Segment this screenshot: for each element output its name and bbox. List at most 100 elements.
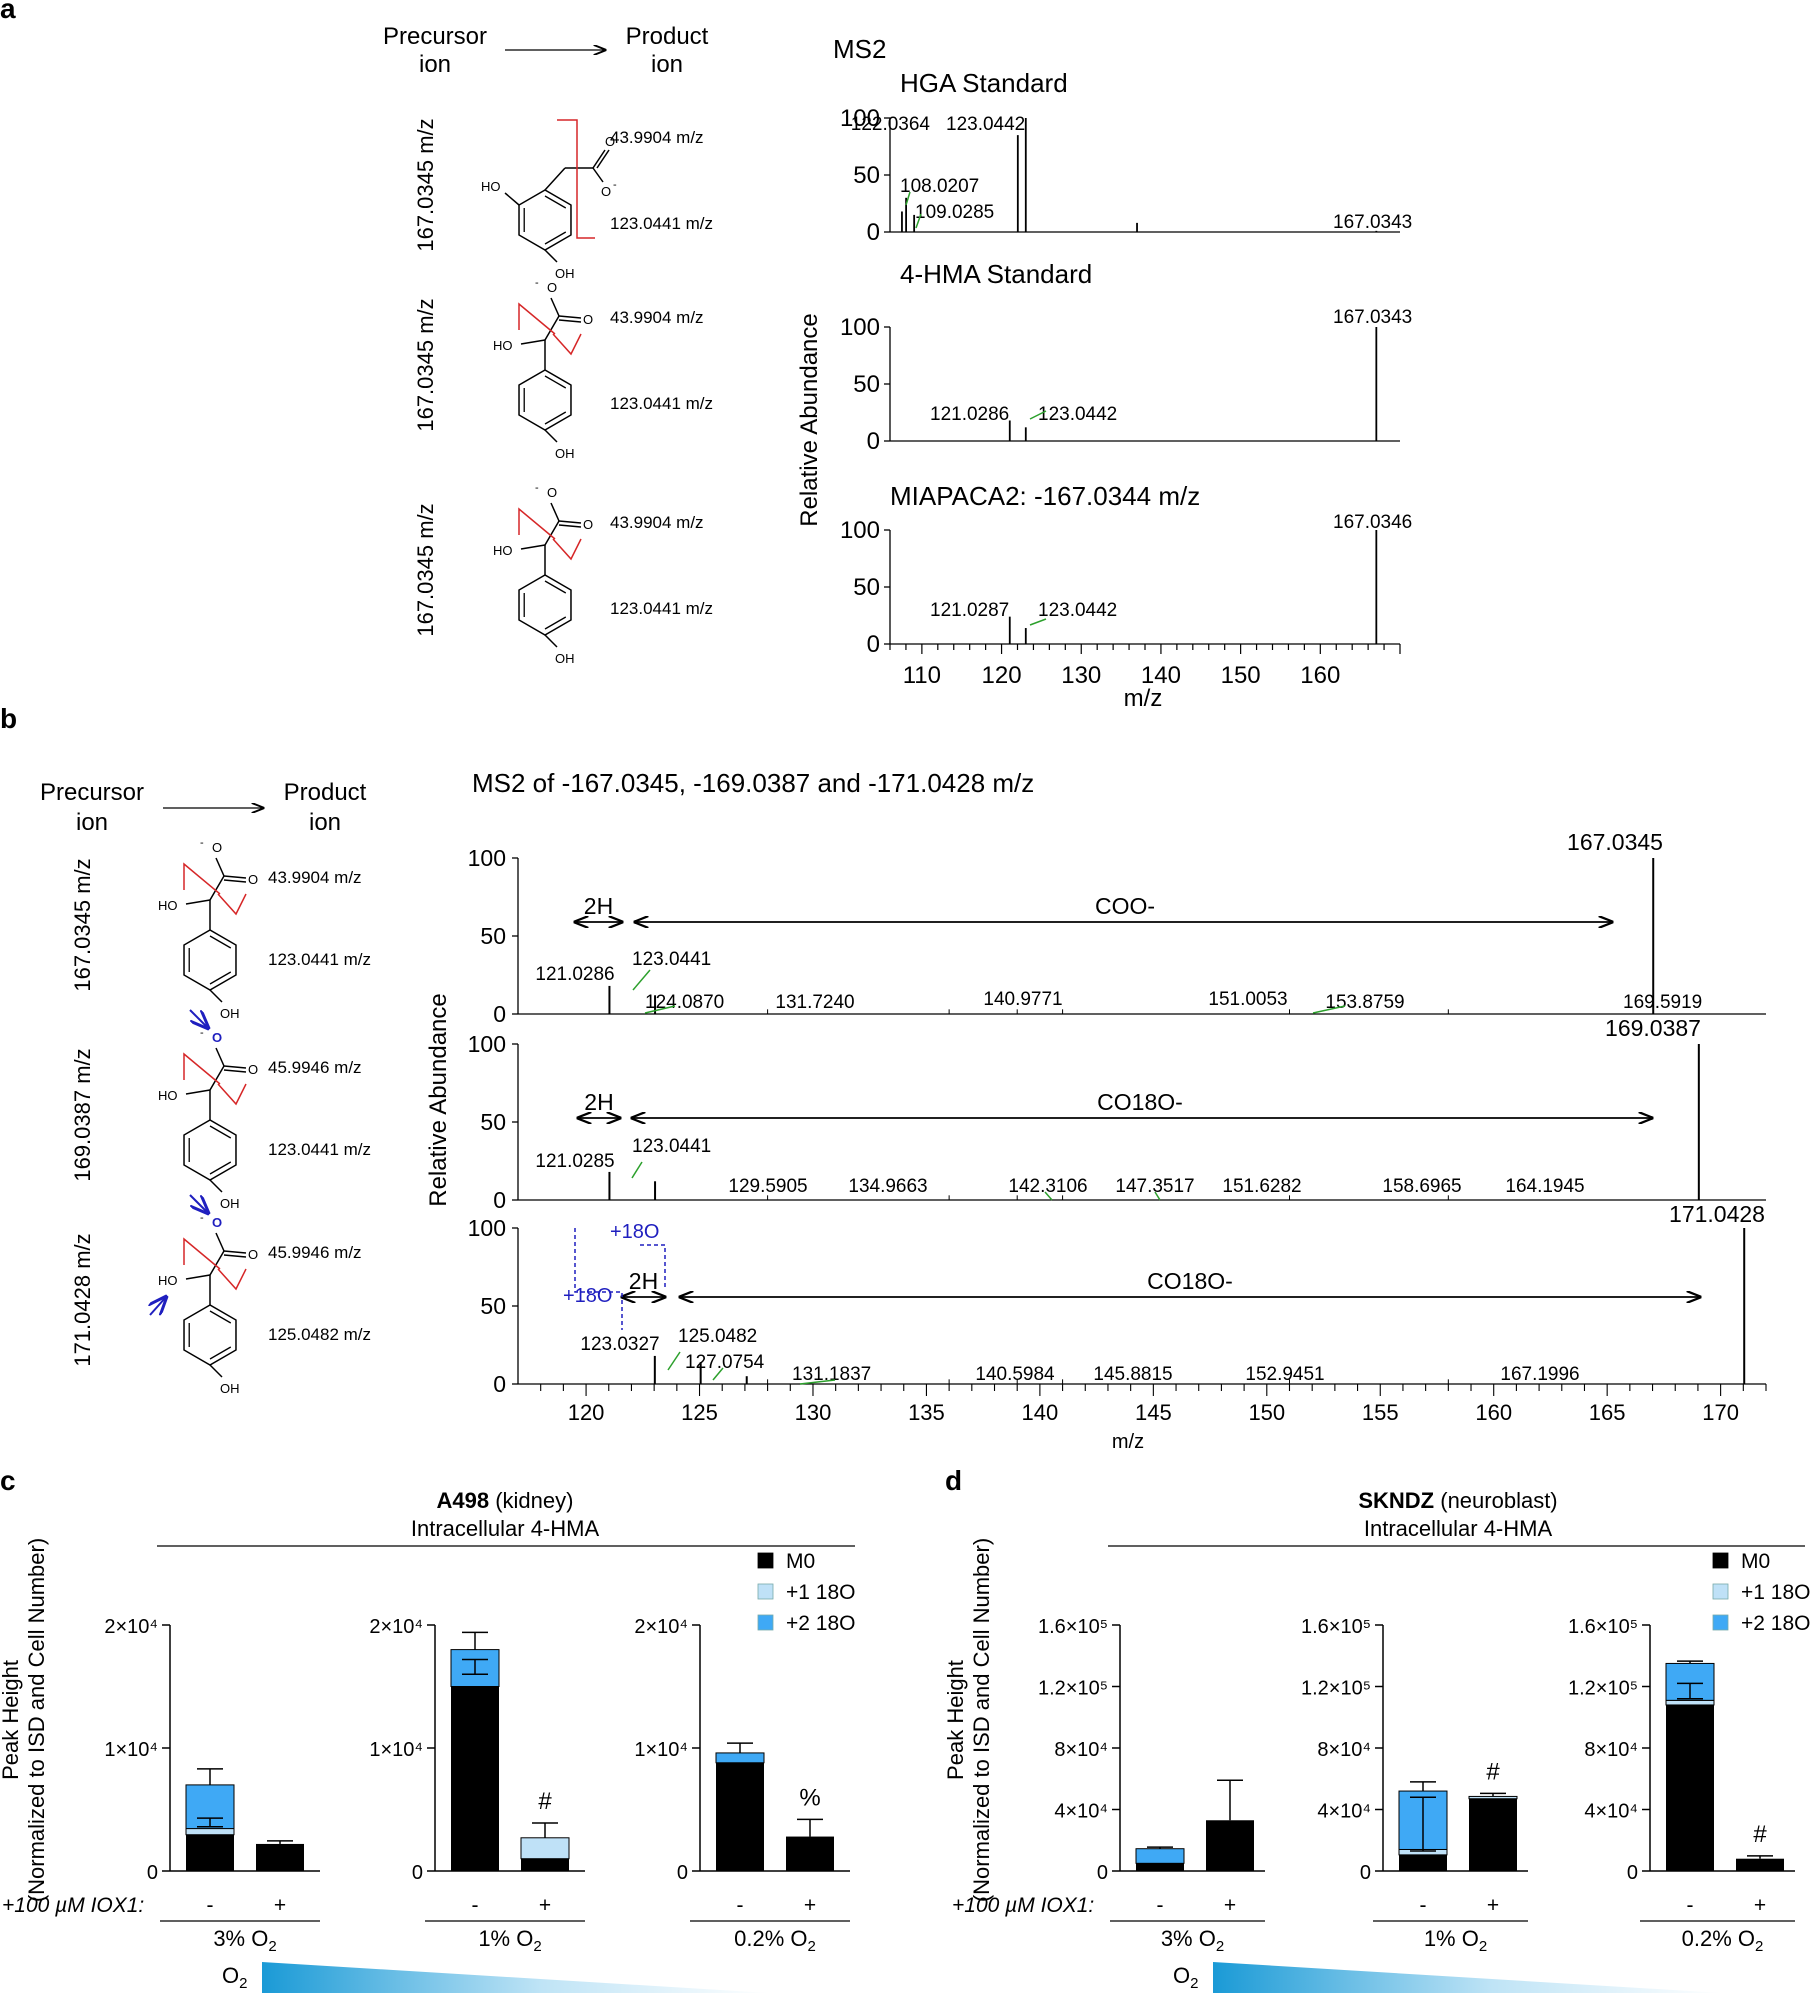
y-tick-label: 100 xyxy=(840,314,880,341)
group-label: 1% O2 xyxy=(1424,1926,1487,1955)
condition-label: - xyxy=(207,1894,214,1917)
cleavage-line-right xyxy=(552,333,582,356)
y-tick-label: 0 xyxy=(1097,1862,1108,1884)
bar-group-1: 0 1×10⁴ 2×10⁴ - +3% O2 xyxy=(104,1616,320,1955)
group-label: 0.2% O2 xyxy=(734,1926,816,1955)
y-axis-label-2: (Normalized to ISD and Cell Number) xyxy=(24,1538,49,1902)
blue-arrow-label-o xyxy=(189,1009,208,1028)
y-tick-label: 1.6×10⁵ xyxy=(1038,1616,1108,1638)
y-tick-label: 1×10⁴ xyxy=(104,1739,158,1761)
y-tick-label: 0 xyxy=(493,1187,506,1213)
peak-label: 123.0442 xyxy=(946,114,1025,135)
y-tick-label: 1.2×10⁵ xyxy=(1038,1678,1108,1700)
legend-swatch xyxy=(757,1614,774,1631)
oh-label: OH xyxy=(555,651,575,666)
y-tick-label: 50 xyxy=(480,1109,506,1135)
bar-m0 xyxy=(1469,1798,1517,1871)
peak-label: 121.0286 xyxy=(535,964,614,985)
o-minus-label: O xyxy=(601,184,611,199)
y-axis-label: Peak Height xyxy=(943,1660,968,1780)
y-tick-label: 1.6×10⁵ xyxy=(1301,1616,1371,1638)
y-tick-label: 1×10⁴ xyxy=(369,1739,423,1761)
precursor-mz-label: 169.0387 m/z xyxy=(70,1048,95,1181)
product-label-b-2: ion xyxy=(309,809,341,836)
x-tick-label: 160 xyxy=(1475,1400,1512,1425)
label-connector xyxy=(905,191,911,206)
product-bottom-mz: 125.0482 m/z xyxy=(268,1325,371,1344)
bar-m0 xyxy=(1206,1820,1254,1871)
co-single-bond xyxy=(592,167,604,183)
y-axis-label-2: (Normalized to ISD and Cell Number) xyxy=(969,1538,994,1902)
label-connector xyxy=(631,1161,643,1179)
y-tick-label: 50 xyxy=(853,162,880,189)
x-tick-label: 165 xyxy=(1589,1400,1626,1425)
peak-label: 147.3517 xyxy=(1115,1176,1194,1197)
peak-label: 145.8815 xyxy=(1093,1364,1172,1385)
y-tick-label: 0 xyxy=(147,1862,158,1884)
y-tick-label: 4×10⁴ xyxy=(1584,1801,1638,1823)
y-tick-label: 2×10⁴ xyxy=(369,1616,423,1638)
bar-group-3: 0 1×10⁴ 2×10⁴ -% +0.2% O2 xyxy=(634,1616,850,1955)
2h-label: 2H xyxy=(584,1089,613,1115)
o18-dashed-box-a xyxy=(574,1228,623,1330)
product-bottom-mz: 123.0441 m/z xyxy=(268,1140,371,1159)
oh-label: OH xyxy=(555,446,575,461)
co-double-bond-2 xyxy=(223,1254,247,1258)
y-axis-label: Relative Abundance xyxy=(796,313,823,527)
co-bond-2 xyxy=(596,149,610,169)
x-tick-label: 145 xyxy=(1135,1400,1172,1425)
benzene-ring xyxy=(518,574,572,636)
x-tick-label: 125 xyxy=(681,1400,718,1425)
y-tick-label: 100 xyxy=(840,105,880,132)
y-tick-label: 100 xyxy=(468,1215,506,1241)
spectrum-b-3: 0 50 100 123.0327 125.0482 127.0754 131.1837 14… xyxy=(468,1201,1766,1397)
peak-label: 153.8759 xyxy=(1325,992,1404,1013)
x-axis-label: m/z xyxy=(1124,685,1163,712)
peak-label: 123.0442 xyxy=(1038,600,1117,621)
y-tick-label: 50 xyxy=(480,923,506,949)
o-label: O xyxy=(583,312,593,327)
cleavage-line-left xyxy=(518,302,556,335)
legend-label: +2 18O xyxy=(786,1612,855,1635)
cleavage-line-left xyxy=(183,862,221,895)
o-minus-label: O xyxy=(547,485,557,500)
double-bond xyxy=(209,935,232,949)
label-connector xyxy=(1312,1005,1346,1014)
charge-label: - xyxy=(200,837,204,849)
ho-bond xyxy=(520,339,546,345)
co-double-bond-2 xyxy=(223,1069,247,1073)
co-double-bond-2 xyxy=(223,879,247,883)
group-label: 3% O2 xyxy=(213,1926,276,1955)
label-connector xyxy=(632,969,651,991)
double-bond xyxy=(209,1310,232,1324)
legend-label: +1 18O xyxy=(786,1581,855,1604)
y-tick-label: 100 xyxy=(840,517,880,544)
group-label: 1% O2 xyxy=(478,1926,541,1955)
o-minus-label: O xyxy=(212,1215,222,1230)
x-tick-label: 120 xyxy=(982,662,1022,689)
legend-label: M0 xyxy=(786,1550,815,1573)
co-single-bond xyxy=(215,1232,225,1252)
y-tick-label: 0 xyxy=(867,631,880,658)
chart-title: A498 (kidney) xyxy=(437,1488,574,1513)
bar-m0 xyxy=(1736,1858,1784,1871)
y-tick-label: 0 xyxy=(412,1862,423,1884)
2h-label: 2H xyxy=(629,1268,658,1294)
ho-bond xyxy=(185,899,211,905)
precursor-mz-label: 171.0428 m/z xyxy=(70,1233,95,1366)
peak-label: 123.0441 xyxy=(632,1136,711,1157)
loss-label: COO- xyxy=(1095,893,1155,919)
oh-bond xyxy=(209,989,223,1003)
panel-letter-b: b xyxy=(0,703,17,734)
peak-label: 151.6282 xyxy=(1222,1176,1301,1197)
spectrum-title: MIAPACA2: -167.0344 m/z xyxy=(890,481,1200,511)
product-top-mz: 43.9904 m/z xyxy=(268,868,362,887)
oh-label: OH xyxy=(220,1381,240,1396)
ho-label: HO xyxy=(158,898,178,913)
peak-label: 167.0346 xyxy=(1333,512,1412,533)
bar-m0 xyxy=(521,1858,569,1871)
y-tick-label: 0 xyxy=(677,1862,688,1884)
panel-letter: d xyxy=(945,1465,962,1496)
